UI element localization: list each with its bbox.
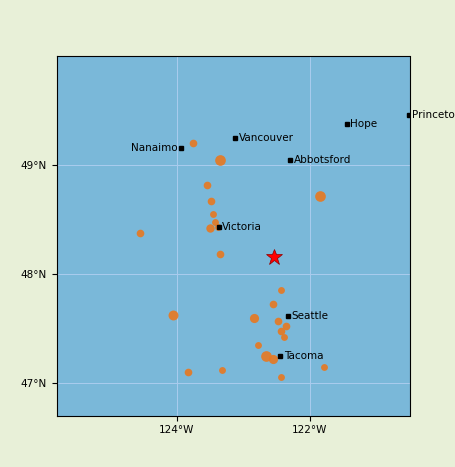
Text: Nanaimo: Nanaimo <box>131 142 178 153</box>
Text: Seattle: Seattle <box>291 311 328 321</box>
Text: Vancouver: Vancouver <box>238 133 293 143</box>
Text: Tacoma: Tacoma <box>284 351 323 361</box>
Text: Hope: Hope <box>350 119 377 128</box>
Text: Princeton: Princeton <box>412 110 455 120</box>
Text: Abbotsford: Abbotsford <box>294 155 351 164</box>
Text: Victoria: Victoria <box>222 222 262 232</box>
